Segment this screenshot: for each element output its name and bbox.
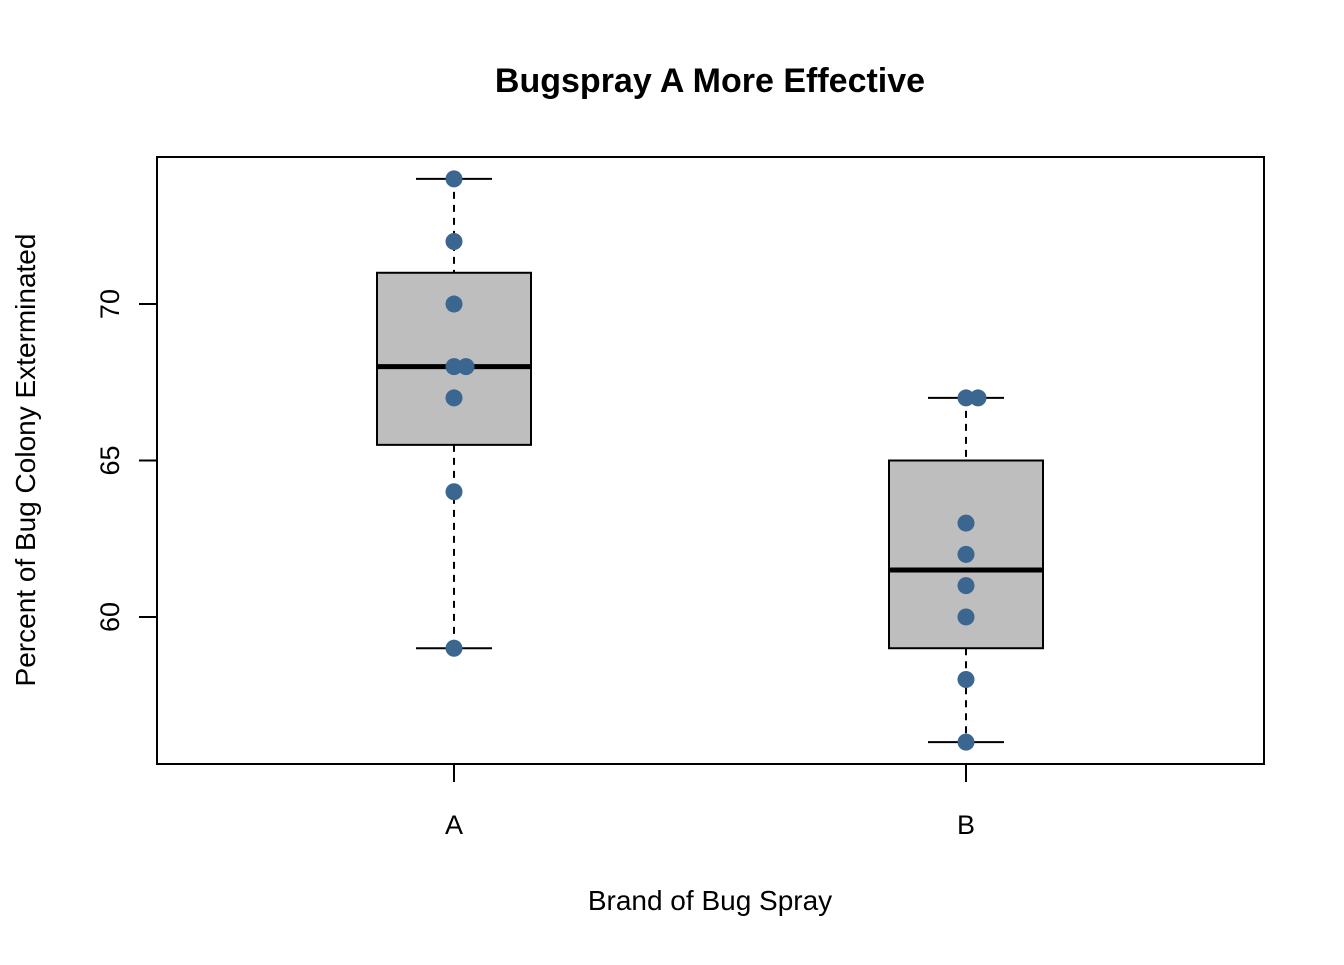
data-point-b-4 (957, 577, 975, 595)
y-tick-label: 60 (95, 602, 125, 632)
data-point-a-1 (445, 639, 463, 657)
data-point-b-3 (957, 608, 975, 626)
data-point-a-5 (457, 358, 475, 376)
data-point-b-5 (957, 545, 975, 563)
plot-frame (156, 156, 1265, 765)
y-tick-label: 65 (95, 445, 125, 475)
data-point-a-4 (445, 358, 463, 376)
data-point-b-6 (957, 514, 975, 532)
x-tick-label-a: A (445, 810, 463, 840)
point-group (445, 170, 987, 751)
data-point-b-2 (957, 671, 975, 689)
data-point-a-2 (445, 483, 463, 501)
data-point-a-6 (445, 295, 463, 313)
data-point-a-7 (445, 232, 463, 250)
x-axis-title: Brand of Bug Spray (588, 885, 832, 916)
data-point-a-3 (445, 389, 463, 407)
y-tick-label: 70 (95, 289, 125, 319)
data-point-b-8 (969, 389, 987, 407)
data-point-b-1 (957, 733, 975, 751)
y-axis: 60 65 70 (95, 289, 157, 632)
box-group (376, 177, 1044, 744)
data-point-a-8 (445, 170, 463, 188)
x-tick-label-b: B (957, 810, 975, 840)
y-axis-title: Percent of Bug Colony Exterminated (10, 234, 41, 687)
data-point-b-7 (957, 389, 975, 407)
chart-title: Bugspray A More Effective (495, 62, 925, 100)
